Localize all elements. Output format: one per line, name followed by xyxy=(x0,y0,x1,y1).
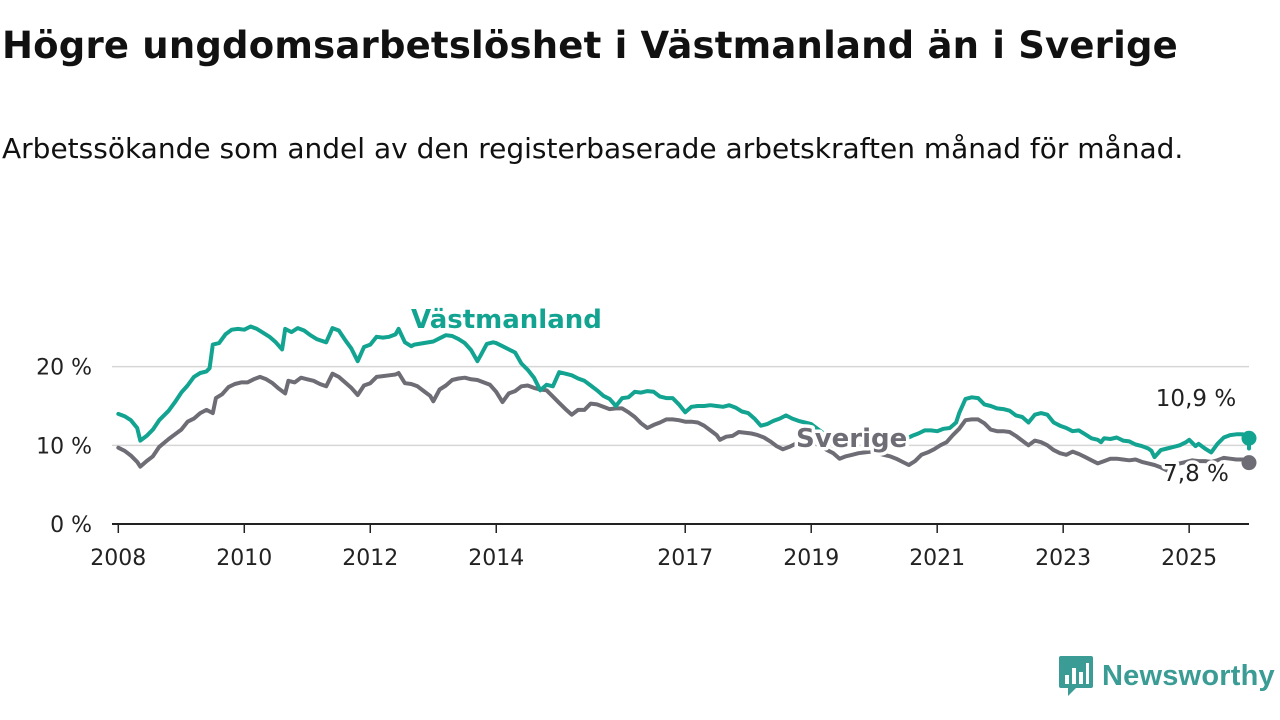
x-tick-label: 2014 xyxy=(468,546,524,571)
chart-subtitle: Arbetssökande som andel av den registerb… xyxy=(2,132,1184,165)
sverige-end-marker xyxy=(1241,455,1257,471)
brand-name: Newsworthy xyxy=(1102,659,1275,692)
vastmanland-series-label: Västmanland xyxy=(411,305,602,335)
x-tick-label: 2008 xyxy=(90,546,146,571)
x-tick-label: 2012 xyxy=(342,546,398,571)
x-tick-label: 2019 xyxy=(783,546,839,571)
vastmanland-end-marker xyxy=(1241,430,1257,446)
chart-title: Högre ungdomsarbetslöshet i Västmanland … xyxy=(2,24,1178,67)
x-tick-label: 2023 xyxy=(1035,546,1091,571)
sverige-line xyxy=(116,371,1251,473)
x-tick-label: 2017 xyxy=(657,546,713,571)
bar-chart-speech-icon xyxy=(1059,656,1093,696)
newsworthy-logo: Newsworthy xyxy=(1058,655,1275,697)
x-tick-label: 2021 xyxy=(909,546,965,571)
grid-layer xyxy=(112,365,1249,447)
y-tick-label: 20 % xyxy=(36,356,92,381)
y-tick-label: 10 % xyxy=(36,434,92,459)
series-layer xyxy=(116,324,1257,473)
axis-layer: 0 % 10 % 20 % 2008 2010 2012 2014 2017 2019 2021 2… xyxy=(36,356,1249,571)
label-layer: Västmanland Sverige 10,9 % 7,8 % xyxy=(408,302,1240,491)
vastmanland-line xyxy=(116,324,1251,460)
x-tick-label: 2010 xyxy=(216,546,272,571)
sverige-series-label: Sverige xyxy=(796,424,907,454)
vastmanland-end-value: 10,9 % xyxy=(1156,386,1236,412)
sverige-end-value: 7,8 % xyxy=(1163,461,1229,487)
x-tick-label: 2025 xyxy=(1161,546,1217,571)
y-tick-label: 0 % xyxy=(50,513,92,538)
